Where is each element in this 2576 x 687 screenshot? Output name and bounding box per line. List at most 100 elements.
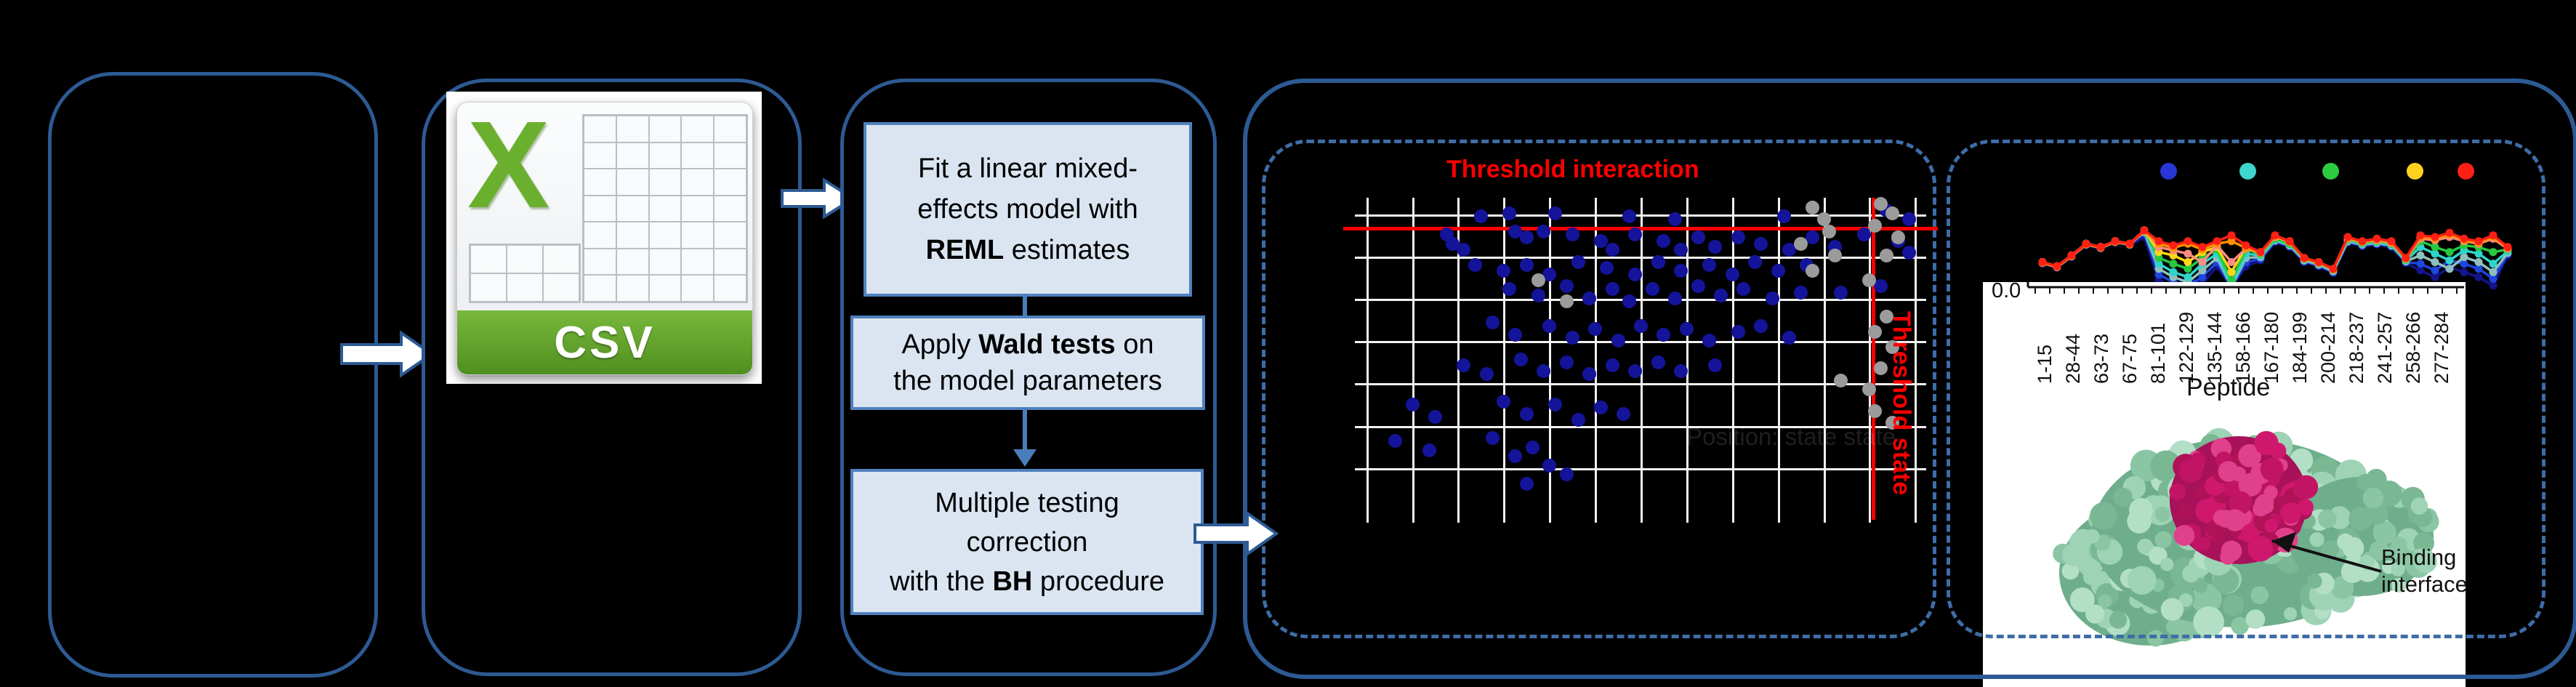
flowchart-box-bh-correction-text: Multiple testing correction with the BH pr… bbox=[889, 487, 1165, 597]
scatter-point-blue bbox=[1605, 358, 1619, 372]
scatter-point-blue bbox=[1668, 212, 1683, 227]
scatter-point-blue bbox=[1593, 233, 1608, 248]
scatter-point-blue bbox=[1485, 431, 1500, 446]
legend-dot-0 bbox=[2160, 163, 2177, 180]
flowchart-box-bh-correction: Multiple testing correction with the BH pr… bbox=[850, 469, 1204, 615]
scatter-point-blue bbox=[1605, 243, 1619, 257]
scatter-point-blue bbox=[1519, 230, 1534, 245]
scatter-point-blue bbox=[1748, 254, 1763, 269]
scatter-point-blue bbox=[1513, 352, 1528, 366]
binding-interface-label: Binding interface bbox=[2381, 545, 2466, 597]
scatter-point-blue bbox=[1405, 398, 1420, 412]
binding-interface-arrow-icon bbox=[2271, 531, 2382, 573]
arrow-panel3-to-outputs-icon bbox=[1194, 510, 1279, 557]
scatter-point-blue bbox=[1725, 267, 1739, 281]
scatter-point-blue bbox=[1428, 409, 1443, 424]
scatter-point-blue bbox=[1445, 236, 1460, 251]
scatter-point-blue bbox=[1548, 398, 1563, 412]
scatter-point-gray bbox=[1868, 218, 1883, 233]
scatter-point-blue bbox=[1531, 288, 1545, 302]
scatter-point-blue bbox=[1874, 279, 1888, 294]
scatter-point-blue bbox=[1497, 264, 1511, 278]
legend-dot-3 bbox=[2407, 163, 2423, 180]
scatter-point-blue bbox=[1497, 395, 1511, 409]
scatter-point-blue bbox=[1473, 209, 1488, 224]
scatter-point-blue bbox=[1622, 294, 1637, 309]
scatter-point-blue bbox=[1519, 406, 1534, 421]
scatter-point-blue bbox=[1771, 264, 1785, 278]
y-axis-tick-0: 0.0 bbox=[1992, 282, 2021, 302]
panel-outputs-container bbox=[1243, 79, 2576, 679]
scatter-point-blue bbox=[1542, 267, 1557, 281]
scatter-point-blue bbox=[1565, 228, 1579, 242]
scatter-point-blue bbox=[1628, 228, 1643, 242]
scatter-point-blue bbox=[1519, 257, 1534, 272]
scatter-point-gray bbox=[1862, 382, 1877, 397]
scatter-point-blue bbox=[1634, 318, 1648, 333]
scatter-point-blue bbox=[1782, 331, 1797, 345]
uptake-line-chart bbox=[2038, 226, 2512, 292]
scatter-point-blue bbox=[1571, 413, 1585, 427]
scatter-point-blue bbox=[1457, 243, 1471, 257]
scatter-point-blue bbox=[1702, 334, 1717, 348]
csv-file-icon: X CSV bbox=[456, 102, 753, 375]
scatter-point-blue bbox=[1519, 476, 1534, 491]
scatter-point-blue bbox=[1765, 291, 1779, 305]
scatter-point-blue bbox=[1588, 321, 1603, 336]
scatter-point-blue bbox=[1674, 264, 1689, 278]
x-axis-label: Peptide bbox=[2186, 374, 2271, 401]
scatter-point-blue bbox=[1537, 364, 1551, 379]
scatter-point-blue bbox=[1628, 267, 1643, 281]
scatter-point-gray bbox=[1868, 324, 1883, 339]
scatter-point-blue bbox=[1782, 243, 1797, 257]
scatter-point-blue bbox=[1902, 212, 1917, 227]
scatter-point-blue bbox=[1691, 230, 1705, 245]
scatter-point-gray bbox=[1891, 230, 1905, 245]
scatter-point-blue bbox=[1674, 243, 1689, 257]
scatter-point-blue bbox=[1571, 254, 1585, 269]
scatter-point-blue bbox=[1668, 291, 1683, 305]
scatter-point-blue bbox=[1708, 358, 1723, 372]
scatter-point-blue bbox=[1754, 318, 1768, 333]
scatter-point-blue bbox=[1805, 230, 1819, 245]
scatter-faint-label: Position: state state bbox=[1686, 423, 1896, 450]
scatter-point-blue bbox=[1611, 334, 1625, 348]
scatter-point-blue bbox=[1794, 285, 1808, 300]
scatter-point-blue bbox=[1485, 316, 1500, 330]
scatter-point-blue bbox=[1502, 282, 1517, 297]
scatter-point-blue bbox=[1736, 282, 1751, 297]
scatter-point-blue bbox=[1856, 228, 1871, 242]
scatter-point-blue bbox=[1508, 449, 1523, 464]
scatter-point-blue bbox=[1508, 224, 1523, 238]
scatter-point-blue bbox=[1902, 246, 1917, 260]
scatter-point-gray bbox=[1874, 361, 1888, 376]
excel-x-glyph: X bbox=[467, 96, 550, 234]
scatter-point-blue bbox=[1714, 288, 1728, 302]
scatter-point-blue bbox=[1645, 282, 1659, 297]
scatter-point-blue bbox=[1559, 355, 1574, 369]
scatter-point-blue bbox=[1622, 209, 1637, 224]
scatter-point-blue bbox=[1457, 358, 1471, 372]
scatter-plot bbox=[1343, 197, 1938, 523]
scatter-point-gray bbox=[1531, 273, 1545, 287]
flowchart-box-fit-model: Fit a linear mixed-effects model with REM… bbox=[864, 122, 1192, 297]
scatter-point-blue bbox=[1537, 224, 1551, 238]
scatter-point-gray bbox=[1805, 200, 1819, 214]
scatter-title: Threshold interaction bbox=[1446, 156, 1699, 183]
scatter-point-blue bbox=[1559, 279, 1574, 294]
legend-dot-1 bbox=[2239, 163, 2256, 180]
scatter-point-blue bbox=[1731, 230, 1745, 245]
scatter-point-gray bbox=[1879, 249, 1893, 263]
scatter-point-blue bbox=[1674, 364, 1689, 379]
scatter-point-blue bbox=[1582, 291, 1597, 305]
csv-image-background: X CSV bbox=[446, 92, 762, 384]
panel-input bbox=[48, 72, 378, 678]
scatter-point-blue bbox=[1617, 406, 1631, 421]
scatter-point-blue bbox=[1708, 239, 1723, 254]
scatter-point-blue bbox=[1605, 282, 1619, 297]
csv-band: CSV bbox=[457, 310, 752, 374]
arrow-panel2-to-panel3-icon bbox=[781, 177, 856, 220]
scatter-point-gray bbox=[1885, 206, 1899, 220]
scatter-point-blue bbox=[1651, 254, 1665, 269]
scatter-point-blue bbox=[1657, 328, 1671, 342]
